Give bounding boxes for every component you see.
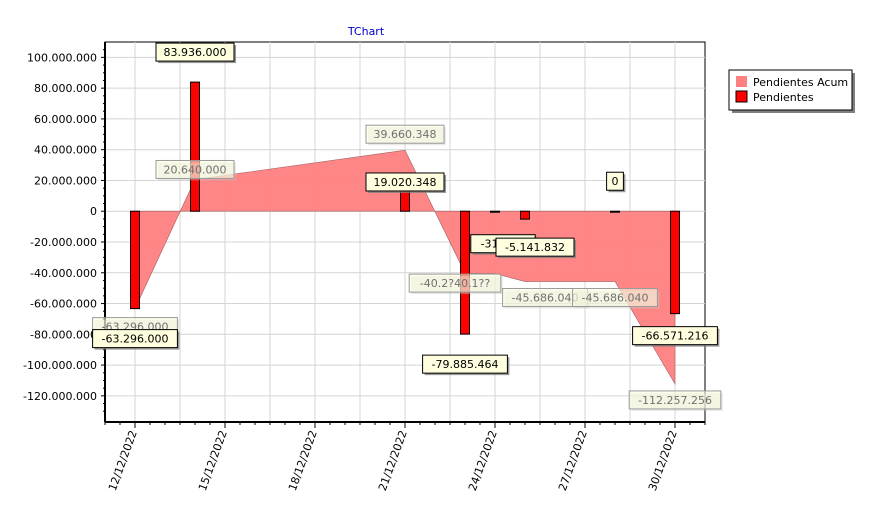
series-bars (130, 81, 680, 335)
label-text: -63.296.000 (102, 333, 169, 346)
legend: Pendientes Acum Pendientes (728, 69, 855, 113)
bar-data-label: 0 (606, 171, 626, 193)
bar (490, 210, 500, 213)
bar-data-label: 19.020.348 (365, 172, 446, 193)
bar-data-label: -79.885.464 (422, 354, 510, 376)
area-data-label: -40.2?40.1?? (408, 273, 503, 295)
y-tick-label: -40.000.000 (30, 267, 97, 280)
legend-box (728, 69, 853, 111)
y-tick-label: 80.000.000 (34, 82, 97, 95)
legend-swatch (735, 90, 748, 103)
y-tick-label: -120.000.000 (23, 390, 97, 403)
bar (130, 210, 140, 310)
label-text: 0 (612, 175, 619, 188)
label-text: 39.660.348 (374, 128, 437, 141)
data-labels: -63.296.000 20.640.000 39.660.348 -40.2?40.… (92, 42, 723, 411)
bar-data-label: -5.141.832 (495, 237, 576, 259)
label-box (408, 273, 502, 293)
area-data-label: 20.640.000 (155, 159, 236, 181)
legend-label: Pendientes (753, 91, 814, 104)
label-box (155, 42, 235, 62)
bar-data-label: 83.936.000 (155, 42, 236, 64)
y-tick-label: -20.000.000 (30, 236, 97, 249)
label-text: 20.640.000 (164, 163, 227, 176)
legend-swatch (736, 76, 747, 87)
y-tick-label: 40.000.000 (34, 144, 97, 157)
y-tick-label: 100.000.000 (27, 51, 97, 64)
bar (670, 210, 680, 315)
label-text: 19.020.348 (374, 176, 437, 189)
area-data-label: -45.686.040 (502, 288, 590, 309)
y-tick-label: -100.000.000 (23, 359, 97, 372)
label-box (422, 354, 508, 374)
label-text: -45.686.040 (582, 292, 649, 305)
bar (610, 210, 620, 213)
label-text: -40.2?40.1?? (420, 277, 491, 290)
area-data-label: -112.257.256 (628, 390, 723, 411)
y-tick-label: 20.000.000 (34, 174, 97, 187)
y-tick-label: -60.000.000 (30, 298, 97, 311)
label-box (606, 171, 624, 191)
label-box (365, 124, 445, 144)
y-tick-label: 60.000.000 (34, 113, 97, 126)
label-box (572, 288, 658, 308)
label-text: 83.936.000 (164, 46, 227, 59)
bar (520, 210, 530, 220)
area-data-label: -45.686.040 (572, 288, 660, 309)
y-tick-label: 0 (90, 205, 97, 218)
label-text: -79.885.464 (432, 358, 499, 371)
label-text: -45.686.040 (512, 292, 579, 305)
label-text: -66.571.216 (642, 330, 709, 343)
area-data-label: 39.660.348 (365, 124, 446, 146)
label-text: -5.141.832 (505, 241, 565, 254)
label-box (92, 329, 178, 349)
label-box (632, 326, 718, 346)
label-text: -112.257.256 (638, 394, 712, 407)
chart-title: TChart (347, 25, 385, 38)
bar-data-label: -66.571.216 (632, 326, 720, 347)
label-box (628, 390, 722, 410)
bar (460, 210, 470, 335)
bar-data-label: -63.296.000 (92, 329, 180, 350)
label-box (495, 237, 575, 257)
y-tick-label: -80.000.000 (30, 328, 97, 341)
label-box (365, 172, 445, 192)
label-box (155, 159, 235, 179)
legend-label: Pendientes Acum (753, 76, 848, 89)
bar (190, 81, 200, 212)
